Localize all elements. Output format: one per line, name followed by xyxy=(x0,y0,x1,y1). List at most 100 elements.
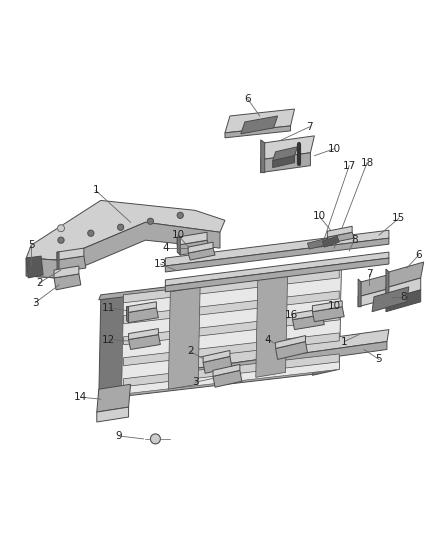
Circle shape xyxy=(118,224,124,230)
Polygon shape xyxy=(99,269,314,300)
Text: 1: 1 xyxy=(341,336,347,346)
Polygon shape xyxy=(358,272,399,297)
Polygon shape xyxy=(165,258,389,292)
Polygon shape xyxy=(188,342,387,377)
Polygon shape xyxy=(312,269,341,375)
Polygon shape xyxy=(165,252,389,286)
Text: 10: 10 xyxy=(328,144,341,154)
Circle shape xyxy=(88,230,94,236)
Polygon shape xyxy=(177,240,210,255)
Polygon shape xyxy=(261,140,265,173)
Polygon shape xyxy=(54,266,79,278)
Text: 10: 10 xyxy=(328,301,341,311)
Polygon shape xyxy=(386,269,389,300)
Polygon shape xyxy=(57,252,59,272)
Text: 6: 6 xyxy=(244,94,251,104)
Polygon shape xyxy=(127,302,156,313)
Text: 7: 7 xyxy=(306,122,313,132)
Polygon shape xyxy=(188,354,192,369)
Polygon shape xyxy=(97,407,129,422)
Polygon shape xyxy=(124,312,339,345)
Polygon shape xyxy=(26,200,225,260)
Polygon shape xyxy=(127,307,129,322)
Polygon shape xyxy=(188,329,389,369)
Polygon shape xyxy=(386,262,424,288)
Polygon shape xyxy=(327,232,354,243)
Polygon shape xyxy=(203,357,232,373)
Polygon shape xyxy=(129,329,159,340)
Text: 11: 11 xyxy=(102,303,115,313)
Polygon shape xyxy=(213,370,242,387)
Text: 2: 2 xyxy=(36,278,42,288)
Polygon shape xyxy=(386,290,421,312)
Polygon shape xyxy=(241,116,278,134)
Polygon shape xyxy=(256,275,288,377)
Text: 3: 3 xyxy=(192,377,198,387)
Polygon shape xyxy=(372,287,409,312)
Polygon shape xyxy=(54,274,81,290)
Polygon shape xyxy=(188,248,215,260)
Text: 16: 16 xyxy=(285,310,298,320)
Circle shape xyxy=(177,212,183,219)
Text: 14: 14 xyxy=(74,392,88,402)
Text: 9: 9 xyxy=(115,431,122,441)
Circle shape xyxy=(148,219,153,224)
Polygon shape xyxy=(386,278,421,300)
Polygon shape xyxy=(99,369,314,399)
Polygon shape xyxy=(124,354,339,386)
Polygon shape xyxy=(177,237,180,255)
Polygon shape xyxy=(293,314,324,329)
Polygon shape xyxy=(177,232,207,245)
Text: 17: 17 xyxy=(343,160,356,171)
Text: 4: 4 xyxy=(265,335,271,344)
Text: 10: 10 xyxy=(313,211,326,221)
Polygon shape xyxy=(358,279,361,307)
Polygon shape xyxy=(312,307,344,321)
Circle shape xyxy=(58,237,64,243)
Polygon shape xyxy=(261,153,311,173)
Polygon shape xyxy=(26,256,43,278)
Polygon shape xyxy=(165,238,389,272)
Polygon shape xyxy=(327,226,352,237)
Polygon shape xyxy=(276,336,305,349)
Text: 13: 13 xyxy=(154,259,167,269)
Polygon shape xyxy=(307,238,329,249)
Polygon shape xyxy=(57,248,84,260)
Polygon shape xyxy=(124,270,339,303)
Polygon shape xyxy=(129,335,160,350)
Circle shape xyxy=(150,434,160,444)
Polygon shape xyxy=(261,136,314,160)
Polygon shape xyxy=(127,308,159,322)
Polygon shape xyxy=(213,365,240,376)
Polygon shape xyxy=(122,270,341,394)
Circle shape xyxy=(208,357,212,362)
Text: 15: 15 xyxy=(392,213,406,223)
Polygon shape xyxy=(57,256,86,272)
Text: 10: 10 xyxy=(172,230,185,240)
Polygon shape xyxy=(273,147,297,160)
Text: 7: 7 xyxy=(366,269,372,279)
Polygon shape xyxy=(225,109,294,133)
Polygon shape xyxy=(358,287,396,307)
Text: 6: 6 xyxy=(415,250,422,260)
Text: 5: 5 xyxy=(28,240,35,250)
Polygon shape xyxy=(293,309,322,320)
Text: 1: 1 xyxy=(92,185,99,196)
Text: 2: 2 xyxy=(187,346,194,357)
Polygon shape xyxy=(124,333,339,366)
Text: 5: 5 xyxy=(376,354,382,365)
Text: 4: 4 xyxy=(162,243,169,253)
Polygon shape xyxy=(322,236,339,247)
Text: 8: 8 xyxy=(351,235,357,245)
Polygon shape xyxy=(276,342,307,359)
Polygon shape xyxy=(168,287,200,389)
Polygon shape xyxy=(188,242,213,253)
Polygon shape xyxy=(225,126,290,138)
Text: 12: 12 xyxy=(102,335,115,344)
Polygon shape xyxy=(203,351,230,362)
Text: 3: 3 xyxy=(32,298,39,308)
Polygon shape xyxy=(312,301,342,312)
Polygon shape xyxy=(124,291,339,324)
Polygon shape xyxy=(165,230,389,266)
Text: 18: 18 xyxy=(360,158,374,168)
